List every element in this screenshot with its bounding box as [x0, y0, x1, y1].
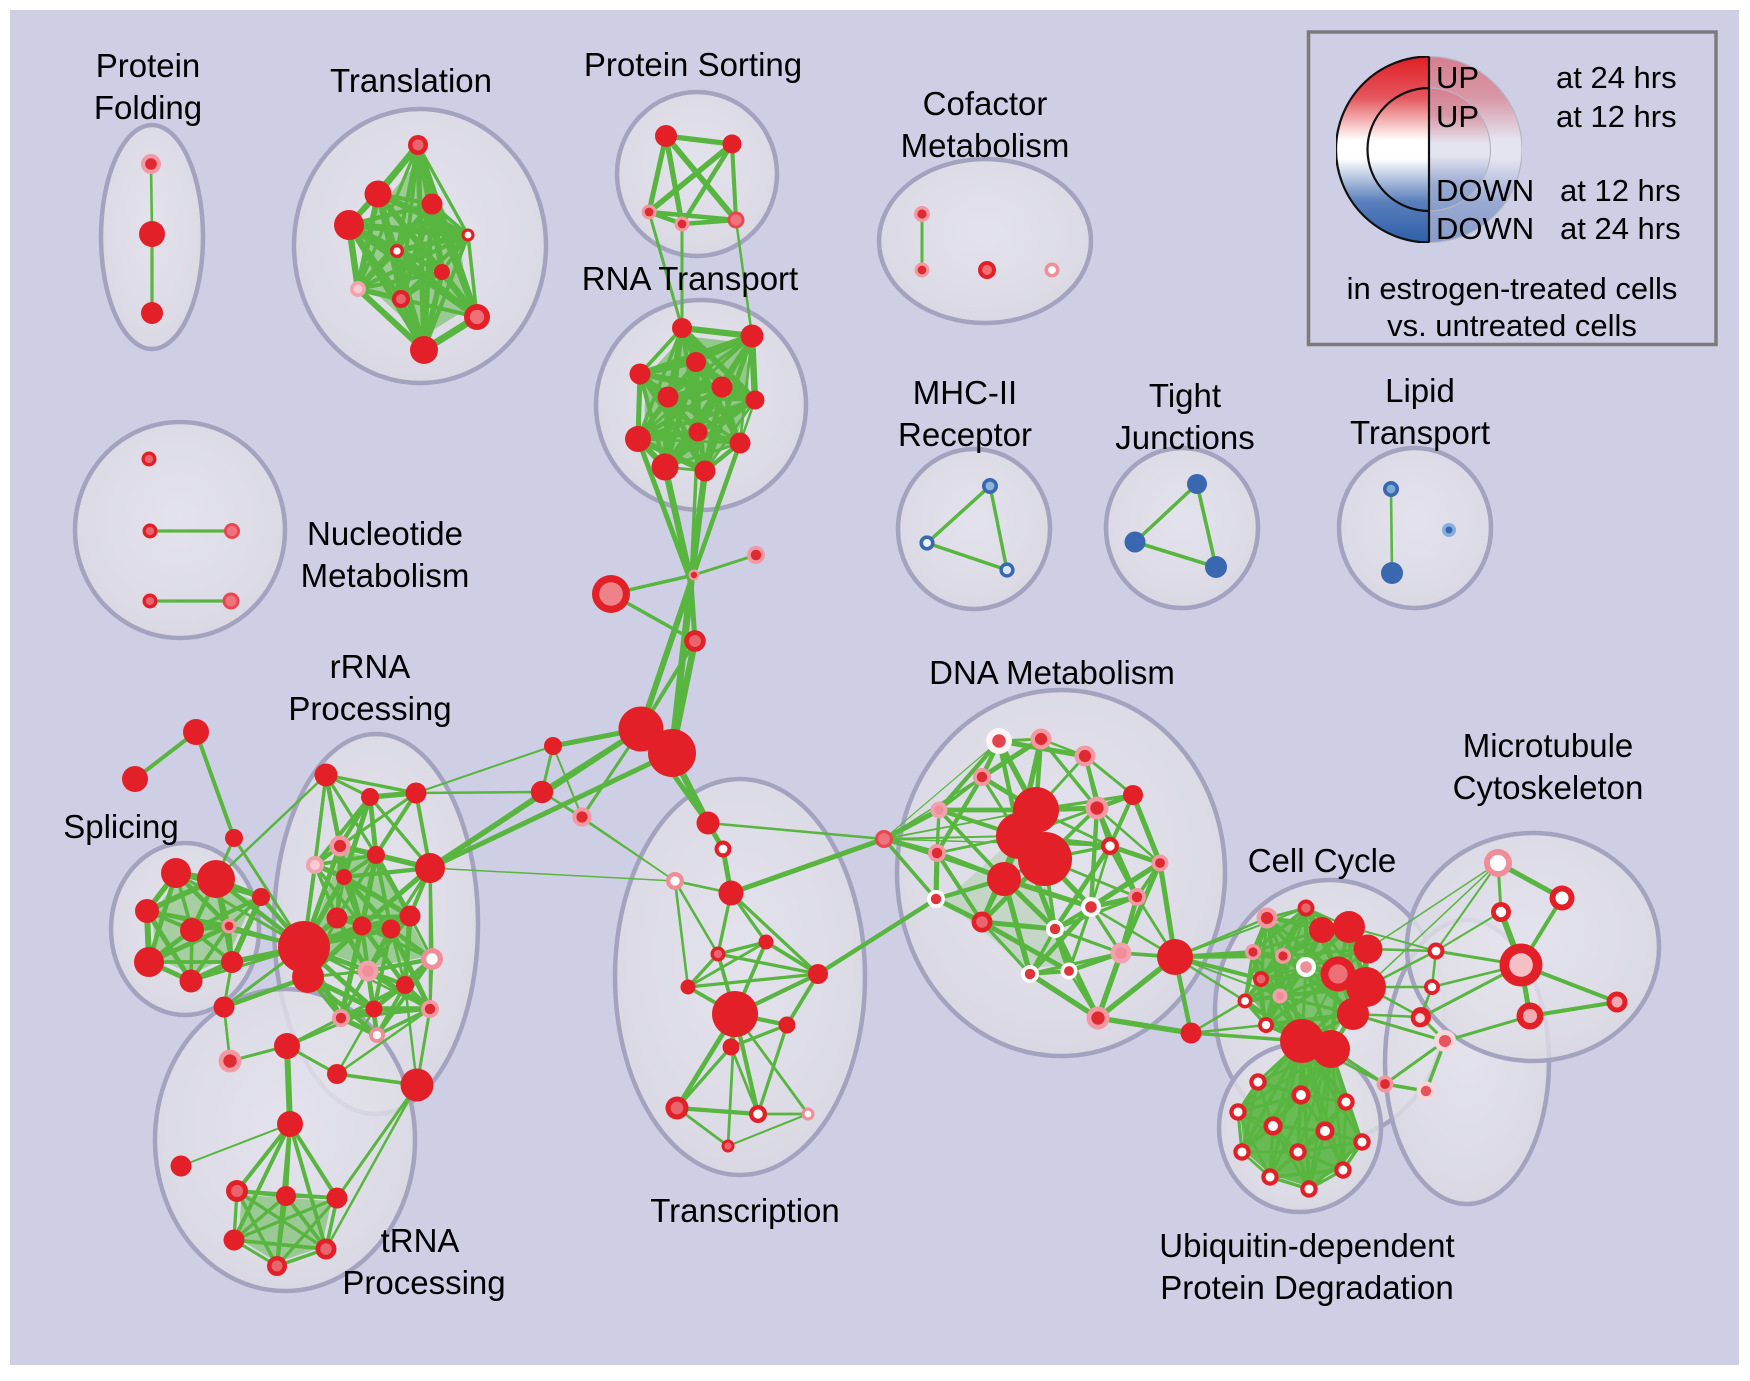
svg-text:in estrogen-treated cells: in estrogen-treated cells: [1347, 271, 1678, 306]
svg-text:Protein: Protein: [96, 47, 201, 84]
svg-text:DOWN: DOWN: [1436, 211, 1534, 246]
svg-text:Processing: Processing: [288, 690, 451, 727]
svg-text:at 24 hrs: at 24 hrs: [1560, 211, 1681, 246]
svg-text:Transport: Transport: [1350, 414, 1490, 451]
svg-text:Tight: Tight: [1149, 377, 1221, 414]
svg-text:DOWN: DOWN: [1436, 173, 1534, 208]
svg-text:Microtubule: Microtubule: [1463, 727, 1634, 764]
svg-text:RNA Transport: RNA Transport: [582, 260, 798, 297]
svg-text:Ubiquitin-dependent: Ubiquitin-dependent: [1159, 1227, 1454, 1264]
svg-text:Nucleotide: Nucleotide: [307, 515, 463, 552]
svg-text:tRNA: tRNA: [381, 1222, 460, 1259]
svg-text:at 12 hrs: at 12 hrs: [1560, 173, 1681, 208]
svg-text:Protein Sorting: Protein Sorting: [584, 46, 802, 83]
svg-text:Cytoskeleton: Cytoskeleton: [1453, 769, 1644, 806]
svg-text:Processing: Processing: [342, 1264, 505, 1301]
svg-text:Translation: Translation: [330, 62, 492, 99]
svg-text:UP: UP: [1436, 99, 1479, 134]
svg-text:Metabolism: Metabolism: [901, 127, 1070, 164]
svg-text:Splicing: Splicing: [63, 808, 179, 845]
svg-text:MHC-II: MHC-II: [913, 374, 1017, 411]
svg-text:UP: UP: [1436, 60, 1479, 95]
svg-text:DNA Metabolism: DNA Metabolism: [929, 654, 1175, 691]
svg-text:Cofactor: Cofactor: [923, 85, 1048, 122]
svg-text:Transcription: Transcription: [650, 1192, 840, 1229]
svg-text:at 24 hrs: at 24 hrs: [1556, 60, 1677, 95]
svg-text:rRNA: rRNA: [330, 648, 411, 685]
svg-text:Folding: Folding: [94, 89, 202, 126]
svg-text:Cell Cycle: Cell Cycle: [1248, 842, 1397, 879]
svg-text:Receptor: Receptor: [898, 416, 1032, 453]
svg-text:Junctions: Junctions: [1115, 419, 1254, 456]
svg-text:at 12 hrs: at 12 hrs: [1556, 99, 1677, 134]
svg-text:Lipid: Lipid: [1385, 372, 1455, 409]
svg-text:Metabolism: Metabolism: [301, 557, 470, 594]
svg-text:vs. untreated cells: vs. untreated cells: [1387, 308, 1637, 343]
svg-text:Protein Degradation: Protein Degradation: [1160, 1269, 1454, 1306]
